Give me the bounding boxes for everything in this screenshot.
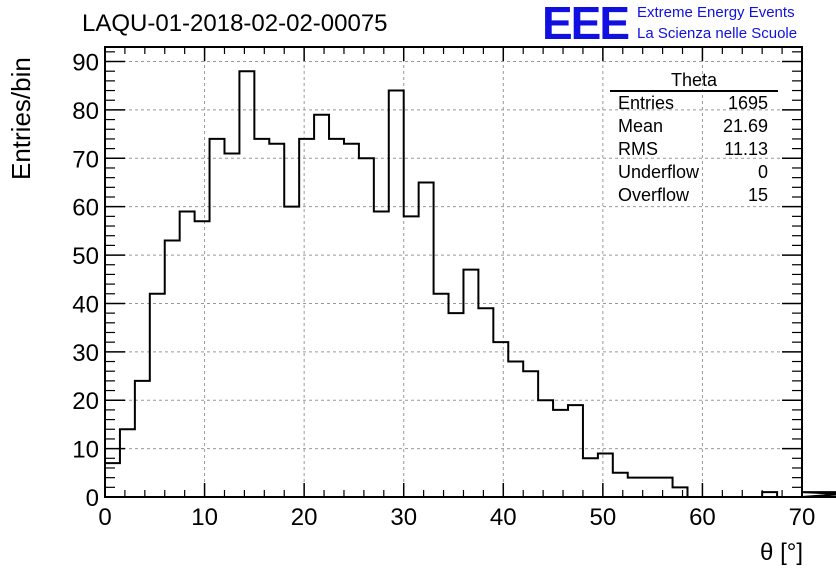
stats-label: RMS — [618, 139, 658, 159]
y-tick-label: 20 — [72, 388, 99, 415]
y-tick-label: 70 — [72, 146, 99, 173]
x-tick-label: 40 — [490, 504, 517, 531]
stats-value: 1695 — [727, 93, 768, 113]
x-tick-label: 70 — [789, 504, 816, 531]
stats-label: Entries — [618, 93, 675, 113]
x-tick-label: 10 — [191, 504, 218, 531]
axis-ticks — [104, 47, 803, 498]
x-axis-label: θ [°] — [760, 539, 803, 566]
stats-row: Underflow 0 — [610, 161, 778, 184]
stats-label: Overflow — [618, 185, 690, 205]
grid-lines — [105, 47, 802, 497]
x-tick-label: 20 — [291, 504, 318, 531]
stats-value: 15 — [747, 185, 768, 205]
y-tick-label: 40 — [72, 291, 99, 318]
x-tick-label: 30 — [390, 504, 417, 531]
x-tick-label: 60 — [689, 504, 716, 531]
x-tick-label: 50 — [590, 504, 617, 531]
x-tick-label: 0 — [98, 504, 111, 531]
y-tick-label: 50 — [72, 243, 99, 270]
stats-row: RMS 11.13 — [610, 138, 778, 161]
chart-title: LAQU-01-2018-02-02-00075 — [82, 10, 388, 37]
stats-label: Underflow — [618, 162, 700, 182]
y-tick-label: 90 — [72, 50, 99, 77]
stats-value: 11.13 — [724, 139, 768, 159]
stats-row: Overflow 15 — [610, 184, 778, 207]
stats-row: Entries 1695 — [610, 92, 778, 115]
y-tick-label: 80 — [72, 98, 99, 125]
y-tick-label: 30 — [72, 340, 99, 367]
y-tick-label: 60 — [72, 195, 99, 222]
stats-title: Theta — [610, 70, 778, 92]
stats-box: Theta Entries 1695 Mean 21.69 RMS 11.13 Underf… — [610, 70, 778, 207]
eee-logo: EEE — [542, 0, 630, 49]
logo-line-2: La Scienza nelle Scuole — [637, 25, 798, 42]
stats-label: Mean — [618, 116, 664, 136]
logo-line-1: Extreme Energy Events — [637, 4, 795, 21]
y-tick-label: 0 — [86, 485, 99, 512]
plot-frame — [104, 46, 803, 498]
stats-row: Mean 21.69 — [610, 115, 778, 138]
stats-value: 0 — [757, 162, 768, 182]
y-axis-label: Entries/bin — [6, 57, 36, 180]
stats-value: 21.69 — [722, 116, 768, 136]
y-tick-label: 10 — [72, 437, 99, 464]
axis-tick-labels: 0 10 20 30 40 50 60 70 0 10 20 30 40 50 60 70 80 90 — [72, 50, 815, 531]
